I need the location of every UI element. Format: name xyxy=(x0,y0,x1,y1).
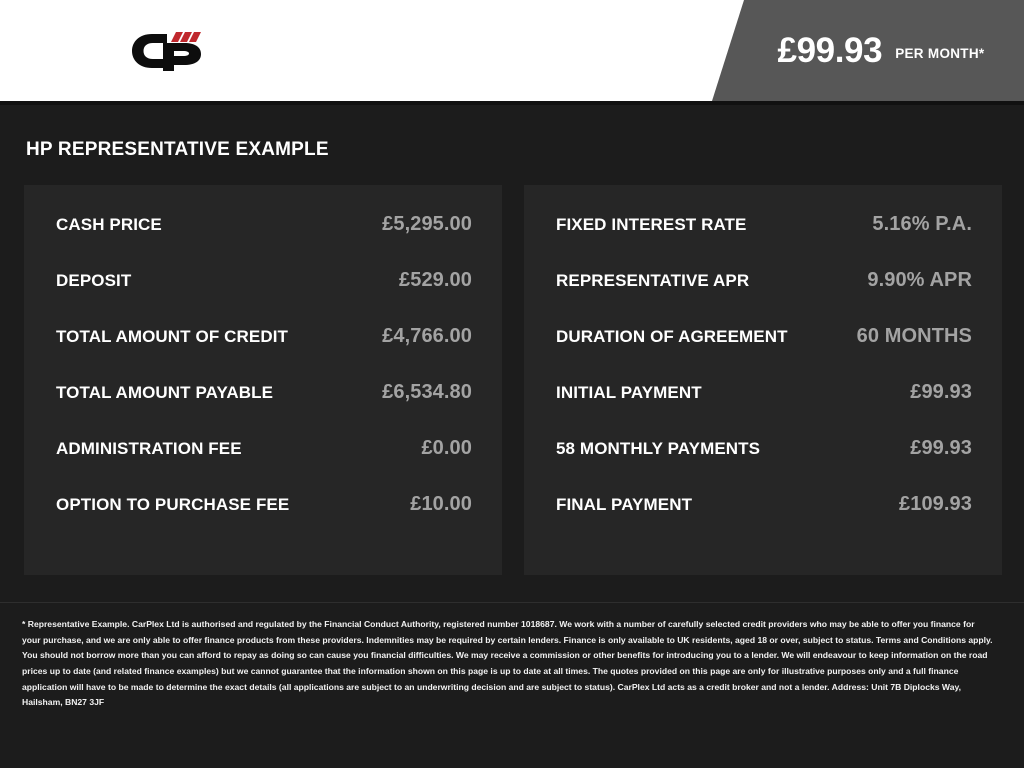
table-row: TOTAL AMOUNT PAYABLE £6,534.80 xyxy=(56,381,472,437)
row-value: 60 MONTHS xyxy=(856,325,972,347)
finance-details-panels: CASH PRICE £5,295.00 DEPOSIT £529.00 TOT… xyxy=(24,185,1002,575)
monthly-price-suffix: PER MONTH* xyxy=(895,46,985,61)
row-value: £529.00 xyxy=(399,269,472,291)
footer-divider xyxy=(0,602,1024,603)
row-label: 58 MONTHLY PAYMENTS xyxy=(556,439,761,458)
row-label: FIXED INTEREST RATE xyxy=(556,215,747,234)
row-label: DEPOSIT xyxy=(56,271,132,290)
row-label: CASH PRICE xyxy=(56,215,162,234)
table-row: DEPOSIT £529.00 xyxy=(56,269,472,325)
row-label: INITIAL PAYMENT xyxy=(556,383,702,402)
left-finance-panel: CASH PRICE £5,295.00 DEPOSIT £529.00 TOT… xyxy=(24,185,502,575)
page-title: HP REPRESENTATIVE EXAMPLE xyxy=(26,139,329,160)
table-row: FINAL PAYMENT £109.93 xyxy=(556,493,972,549)
row-value: £10.00 xyxy=(410,493,472,515)
table-row: OPTION TO PURCHASE FEE £10.00 xyxy=(56,493,472,549)
table-row: ADMINISTRATION FEE £0.00 xyxy=(56,437,472,493)
monthly-price-amount: £99.93 xyxy=(777,31,883,70)
row-value: £6,534.80 xyxy=(382,381,472,403)
table-row: TOTAL AMOUNT OF CREDIT £4,766.00 xyxy=(56,325,472,381)
site-header: £99.93 PER MONTH* xyxy=(0,0,1024,101)
row-value: £99.93 xyxy=(910,437,972,459)
table-row: 58 MONTHLY PAYMENTS £99.93 xyxy=(556,437,972,493)
row-label: DURATION OF AGREEMENT xyxy=(556,327,788,346)
table-row: DURATION OF AGREEMENT 60 MONTHS xyxy=(556,325,972,381)
row-value: £5,295.00 xyxy=(382,213,472,235)
row-label: FINAL PAYMENT xyxy=(556,495,693,514)
row-value: 9.90% APR xyxy=(867,269,972,291)
row-label: REPRESENTATIVE APR xyxy=(556,271,750,290)
right-finance-panel: FIXED INTEREST RATE 5.16% P.A. REPRESENT… xyxy=(524,185,1002,575)
header-divider xyxy=(0,101,1024,105)
row-value: 5.16% P.A. xyxy=(872,213,972,235)
row-value: £109.93 xyxy=(899,493,972,515)
table-row: FIXED INTEREST RATE 5.16% P.A. xyxy=(556,213,972,269)
representative-example-disclaimer: * Representative Example. CarPlex Ltd is… xyxy=(22,619,993,708)
row-value: £4,766.00 xyxy=(382,325,472,347)
row-label: TOTAL AMOUNT PAYABLE xyxy=(56,383,274,402)
carplex-cp-logo[interactable] xyxy=(130,31,208,71)
table-row: CASH PRICE £5,295.00 xyxy=(56,213,472,269)
table-row: REPRESENTATIVE APR 9.90% APR xyxy=(556,269,972,325)
row-label: ADMINISTRATION FEE xyxy=(56,439,242,458)
row-label: OPTION TO PURCHASE FEE xyxy=(56,495,290,514)
monthly-price-banner: £99.93 PER MONTH* xyxy=(712,0,1024,101)
row-value: £0.00 xyxy=(421,437,472,459)
row-label: TOTAL AMOUNT OF CREDIT xyxy=(56,327,288,346)
row-value: £99.93 xyxy=(910,381,972,403)
table-row: INITIAL PAYMENT £99.93 xyxy=(556,381,972,437)
